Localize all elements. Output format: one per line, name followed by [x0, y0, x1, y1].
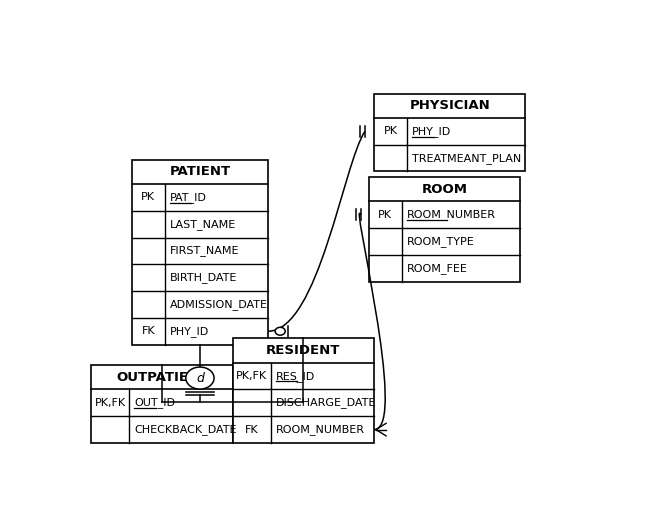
Circle shape [186, 367, 214, 389]
Text: PATIENT: PATIENT [169, 166, 230, 178]
Text: TREATMEANT_PLAN: TREATMEANT_PLAN [412, 153, 521, 164]
Bar [369, 177, 520, 282]
Text: FK: FK [141, 326, 155, 336]
Text: RES_ID: RES_ID [275, 370, 315, 382]
Text: ROOM_NUMBER: ROOM_NUMBER [275, 424, 365, 435]
Text: DISCHARGE_DATE: DISCHARGE_DATE [275, 398, 376, 408]
Text: PHYSICIAN: PHYSICIAN [409, 99, 490, 112]
Text: PAT_ID: PAT_ID [170, 192, 206, 203]
Text: BIRTH_DATE: BIRTH_DATE [170, 272, 237, 283]
Text: CHECKBACK_DATE: CHECKBACK_DATE [134, 424, 237, 435]
Text: d: d [196, 371, 204, 385]
Text: PHY_ID: PHY_ID [170, 326, 209, 337]
Text: FIRST_NAME: FIRST_NAME [170, 245, 239, 257]
Bar [132, 159, 268, 344]
Text: RESIDENT: RESIDENT [266, 344, 340, 357]
Text: LAST_NAME: LAST_NAME [170, 219, 236, 229]
Text: PK,FK: PK,FK [95, 398, 126, 408]
Text: PHY_ID: PHY_ID [412, 126, 451, 137]
Text: PK: PK [383, 126, 397, 136]
Circle shape [275, 328, 285, 335]
Text: FK: FK [245, 425, 258, 435]
Text: OUT_ID: OUT_ID [134, 398, 175, 408]
Text: OUTPATIENT: OUTPATIENT [116, 371, 208, 384]
Text: ROOM: ROOM [422, 183, 467, 196]
Text: PK,FK: PK,FK [236, 371, 267, 381]
Text: ADMISSION_DATE: ADMISSION_DATE [170, 299, 268, 310]
Bar [374, 94, 525, 172]
Text: PK: PK [378, 210, 393, 220]
Bar [91, 365, 232, 443]
Text: PK: PK [141, 193, 155, 202]
Text: ROOM_TYPE: ROOM_TYPE [407, 236, 475, 247]
Text: ROOM_NUMBER: ROOM_NUMBER [407, 210, 496, 220]
Bar [233, 338, 374, 443]
Text: ROOM_FEE: ROOM_FEE [407, 263, 467, 274]
